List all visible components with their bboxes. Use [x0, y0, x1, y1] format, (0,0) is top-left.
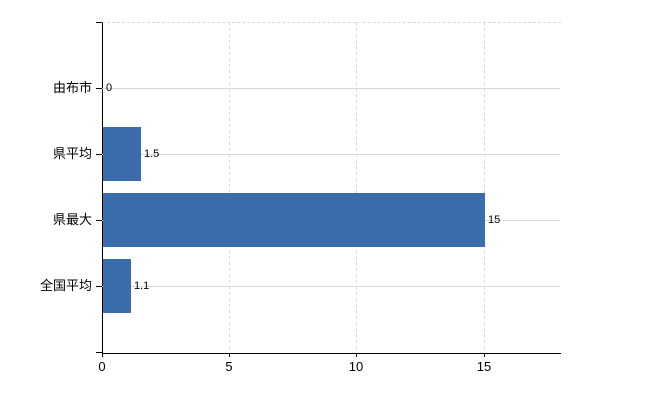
y-axis-tick: [96, 220, 102, 221]
category-label: 県平均: [52, 146, 92, 161]
horizontal-gridline: [102, 88, 560, 89]
x-tick-label: 0: [98, 359, 106, 374]
vertical-gridline: [229, 22, 230, 352]
bar: [103, 259, 131, 313]
value-label: 15: [488, 214, 501, 226]
x-tick-label: 15: [476, 359, 492, 374]
category-label: 県最大: [52, 212, 92, 227]
horizontal-gridline: [102, 286, 560, 287]
bar: [103, 193, 485, 247]
bar: [103, 127, 141, 181]
vertical-gridline: [484, 22, 485, 352]
category-label: 全国平均: [39, 278, 92, 293]
value-label: 0: [106, 82, 113, 94]
x-axis-tick: [102, 353, 103, 357]
plot-area: [102, 22, 561, 354]
horizontal-gridline: [102, 154, 560, 155]
y-axis-tick: [96, 22, 102, 23]
vertical-gridline: [356, 22, 357, 352]
x-axis-tick: [356, 353, 357, 357]
x-axis-tick: [229, 353, 230, 357]
y-axis-tick: [96, 286, 102, 287]
x-axis-tick: [484, 353, 485, 357]
x-tick-label: 5: [225, 359, 233, 374]
value-label: 1.1: [134, 280, 150, 292]
y-axis-tick: [96, 154, 102, 155]
value-label: 1.5: [144, 148, 160, 160]
x-tick-label: 10: [348, 359, 364, 374]
y-axis-tick: [96, 352, 102, 353]
y-axis-tick: [96, 88, 102, 89]
category-label: 由布市: [52, 80, 92, 95]
